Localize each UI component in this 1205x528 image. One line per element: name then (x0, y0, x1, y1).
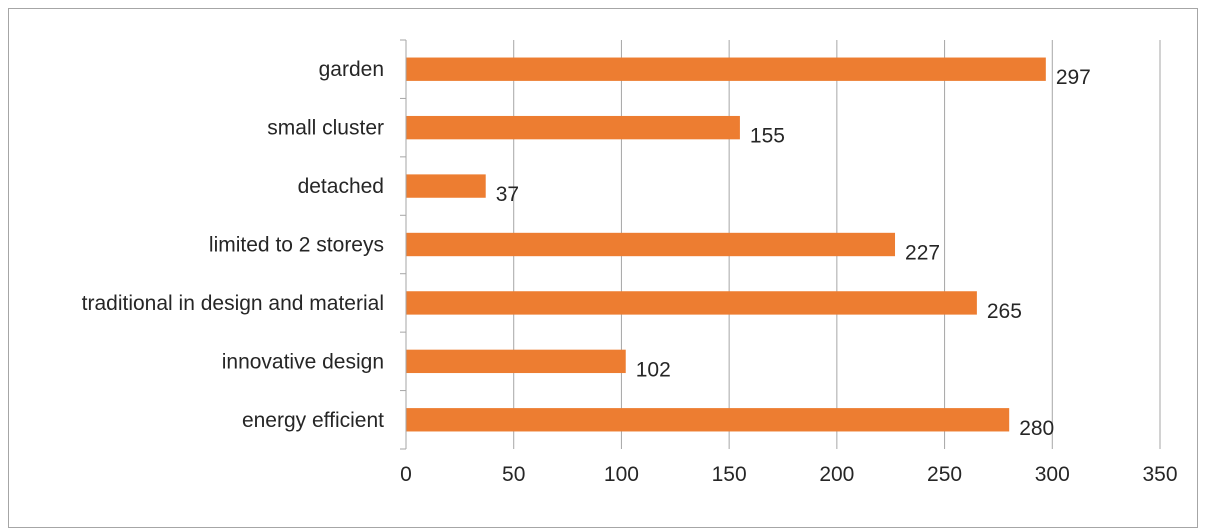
x-tick-label: 300 (1035, 463, 1070, 486)
x-tick-label: 50 (502, 463, 525, 486)
x-tick-label: 200 (819, 463, 854, 486)
category-label: innovative design (222, 350, 384, 373)
bar-energy-efficient (406, 408, 1010, 432)
bar-traditional-in-design-and-material (406, 291, 977, 315)
category-label: garden (319, 58, 384, 81)
data-label: 265 (987, 300, 1022, 323)
x-tick-label: 100 (604, 463, 639, 486)
bar-innovative-design (406, 349, 626, 374)
gridlines (513, 40, 1161, 449)
x-tick-label: 350 (1142, 463, 1177, 486)
data-label: 37 (496, 183, 519, 206)
data-label: 102 (636, 358, 671, 381)
bar-limited-to-2-storeys (406, 232, 896, 257)
bars (406, 57, 1046, 432)
category-label: detached (298, 175, 384, 198)
data-label: 280 (1019, 417, 1054, 440)
x-tick-label: 150 (712, 463, 747, 486)
category-label: limited to 2 storeys (209, 234, 384, 257)
category-label: small cluster (267, 117, 384, 140)
bar-garden (406, 57, 1046, 81)
x-tick-label: 250 (927, 463, 962, 486)
data-label: 227 (905, 242, 940, 265)
data-label: 155 (750, 125, 785, 148)
bar-small-cluster (406, 115, 740, 140)
category-label: energy efficient (242, 409, 384, 432)
bar-chart: 0 50 100 150 200 250 300 350 garden 297 small clus… (82, 39, 1178, 486)
y-axis (400, 39, 407, 450)
chart-frame (8, 8, 1198, 528)
x-tick-label: 0 (400, 463, 412, 486)
bar-detached (406, 174, 486, 198)
data-label: 297 (1056, 66, 1091, 89)
category-label: traditional in design and material (82, 292, 384, 315)
labels: 0 50 100 150 200 250 300 350 garden 297 small clus… (82, 58, 1178, 486)
